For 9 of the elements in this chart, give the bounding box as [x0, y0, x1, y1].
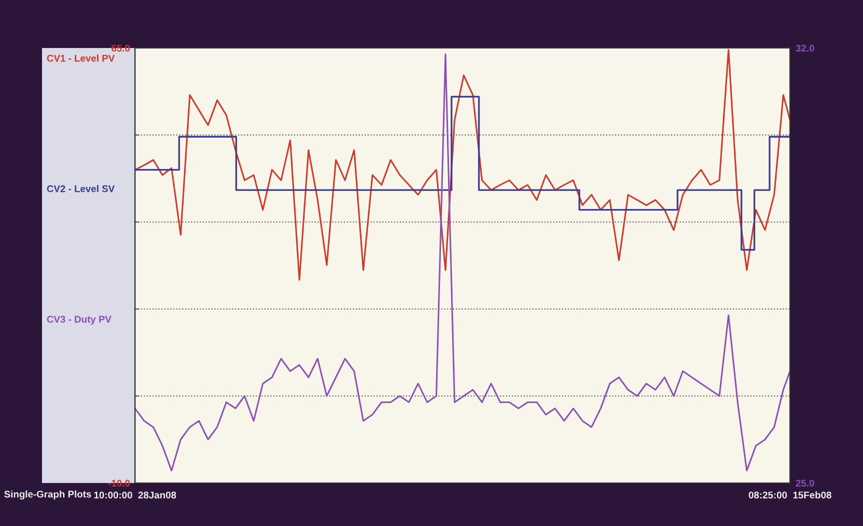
line-series	[135, 53, 790, 472]
x-tick-label: 08:25:00 15Feb08	[748, 491, 832, 498]
text: CV3 - Duty PV	[47, 316, 112, 325]
text: Single-Graph Plots	[4, 490, 92, 500]
x-tick-label: 10:00:00 28Jan08	[94, 492, 176, 498]
y2-tick-label: 25.0	[796, 480, 814, 487]
y2-tick-label: 32.0	[796, 44, 814, 52]
text: CV2 - Level SV	[47, 185, 115, 192]
text: CV1 - Level PV	[47, 54, 115, 62]
